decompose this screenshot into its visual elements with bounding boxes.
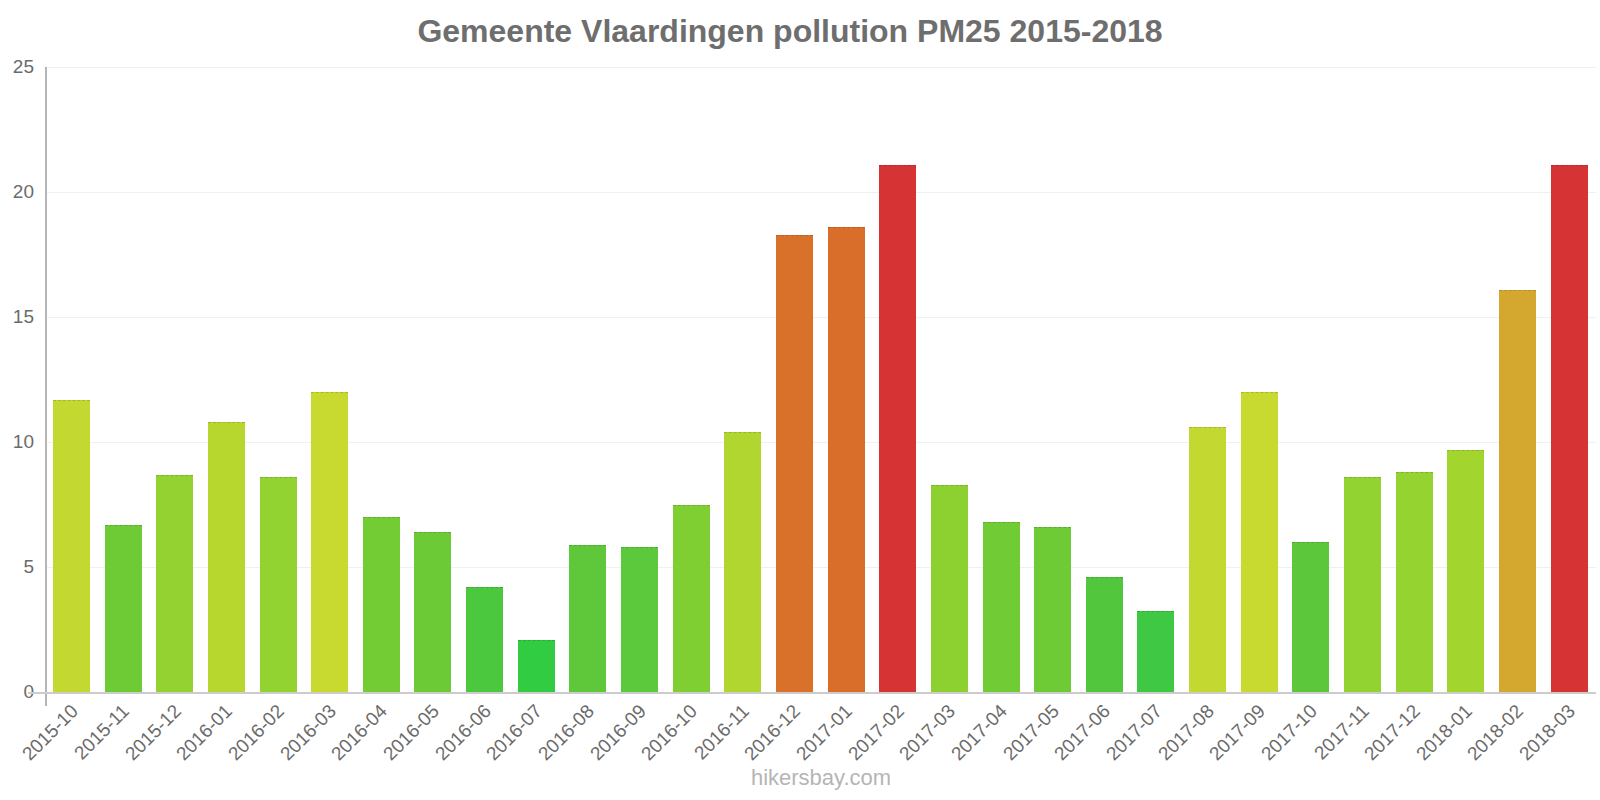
y-axis-tick-label: 5 [0,557,34,577]
y-gridline [46,442,1596,443]
bar-2016-07[interactable] [518,640,555,693]
bar-2016-08[interactable] [569,545,606,693]
y-axis-tick-label: 25 [0,57,34,77]
bar-2018-02[interactable] [1499,290,1536,693]
pollution-bar-chart: Gemeente Vlaardingen pollution PM25 2015… [0,0,1600,800]
bar-2017-06[interactable] [1086,577,1123,692]
bar-2017-08[interactable] [1189,427,1226,692]
bar-2017-10[interactable] [1292,542,1329,692]
bar-2016-03[interactable] [311,392,348,692]
y-axis-tick-label: 15 [0,307,34,327]
y-gridline [46,317,1596,318]
chart-title: Gemeente Vlaardingen pollution PM25 2015… [0,13,1580,50]
bar-2015-11[interactable] [105,525,142,693]
bar-2016-12[interactable] [776,235,813,693]
bar-2016-05[interactable] [414,532,451,692]
bar-2015-10[interactable] [53,400,90,693]
footer-watermark[interactable]: hikersbay.com [46,765,1596,791]
y-gridline [46,67,1596,68]
bar-2016-01[interactable] [208,422,245,692]
bar-2016-10[interactable] [673,505,710,693]
bar-2016-09[interactable] [621,547,658,692]
bar-2016-02[interactable] [260,477,297,692]
bar-2018-01[interactable] [1447,450,1484,693]
bar-2017-02[interactable] [879,165,916,693]
bar-2017-09[interactable] [1241,392,1278,692]
bar-2015-12[interactable] [156,475,193,693]
bar-2017-12[interactable] [1396,472,1433,692]
y-gridline [46,192,1596,193]
bar-2017-04[interactable] [983,522,1020,692]
x-axis [28,692,1596,694]
y-axis-tick-label: 10 [0,432,34,452]
bar-2016-06[interactable] [466,587,503,692]
y-axis-tick-label: 20 [0,182,34,202]
bar-2017-07[interactable] [1137,611,1174,692]
bar-2017-03[interactable] [931,485,968,693]
bar-2016-04[interactable] [363,517,400,692]
bar-2017-11[interactable] [1344,477,1381,692]
bar-2017-01[interactable] [828,227,865,692]
y-axis [45,67,47,706]
bar-2018-03[interactable] [1551,165,1588,693]
bar-2016-11[interactable] [724,432,761,692]
bar-2017-05[interactable] [1034,527,1071,692]
